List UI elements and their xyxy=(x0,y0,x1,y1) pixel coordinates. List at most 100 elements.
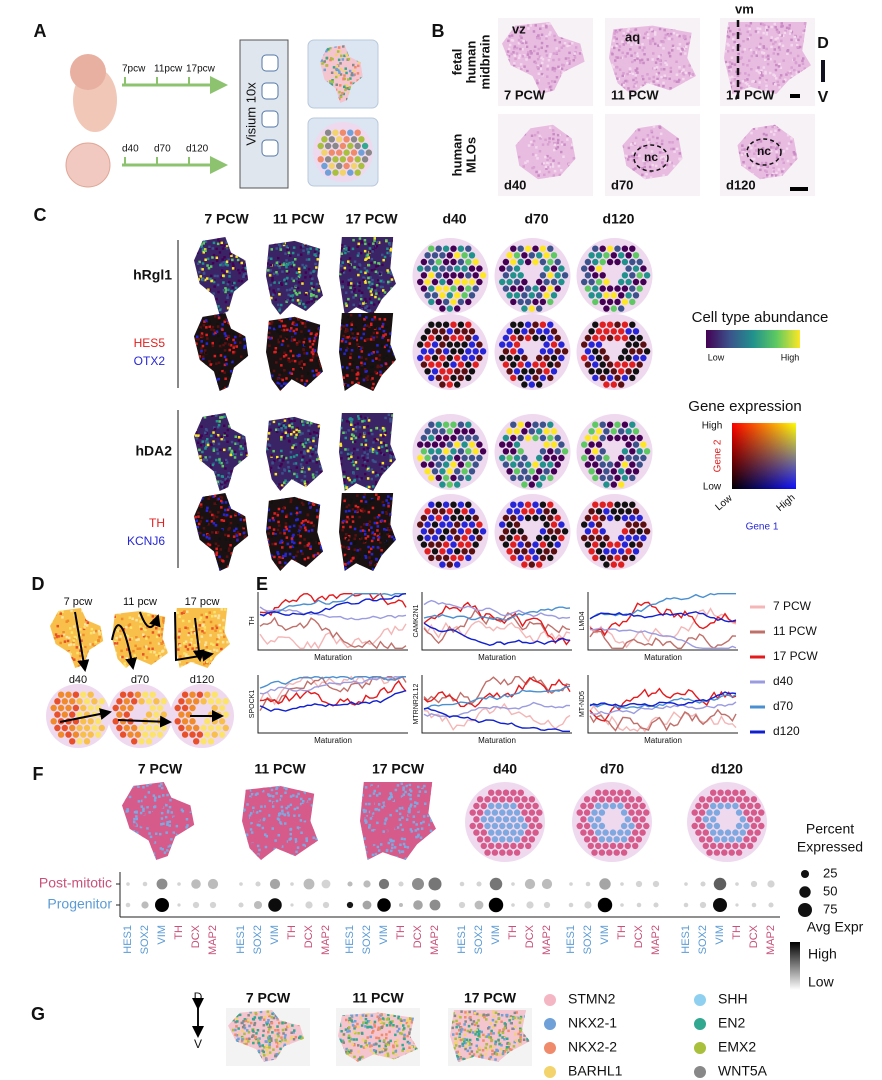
speck xyxy=(215,486,219,489)
spot xyxy=(457,258,465,266)
speck xyxy=(217,442,221,446)
speck xyxy=(336,50,340,53)
speck xyxy=(284,431,288,434)
speck xyxy=(367,281,371,284)
speck xyxy=(772,146,775,149)
speck xyxy=(352,296,355,299)
speck xyxy=(213,313,217,316)
speck xyxy=(209,470,212,474)
spot xyxy=(513,368,521,375)
speck xyxy=(793,68,796,72)
speck xyxy=(350,423,353,426)
speck xyxy=(213,502,216,505)
tissue xyxy=(266,240,323,315)
spot xyxy=(431,265,439,272)
speck xyxy=(764,161,768,165)
speck xyxy=(778,62,781,66)
speck xyxy=(267,390,271,391)
speck xyxy=(370,352,374,355)
speck xyxy=(560,67,564,70)
speck xyxy=(200,332,204,335)
speck xyxy=(317,417,320,420)
speck xyxy=(213,354,217,358)
speck xyxy=(776,30,779,33)
speck xyxy=(226,296,229,299)
speck xyxy=(393,337,396,341)
speck xyxy=(363,249,367,253)
speck xyxy=(198,355,202,358)
speck xyxy=(346,490,349,491)
speck xyxy=(241,366,244,369)
spot xyxy=(439,441,446,448)
spot xyxy=(424,328,431,335)
speck xyxy=(337,74,340,77)
speck xyxy=(209,552,213,555)
speck xyxy=(268,344,271,347)
speck xyxy=(280,343,284,346)
speck xyxy=(226,498,230,502)
speck xyxy=(646,159,649,163)
speck xyxy=(555,51,559,55)
speck xyxy=(213,555,216,558)
speck xyxy=(529,50,532,53)
speck xyxy=(200,359,203,362)
spot xyxy=(510,298,517,306)
speck xyxy=(322,338,323,341)
speck xyxy=(348,345,351,348)
speck xyxy=(553,69,556,73)
speck xyxy=(350,437,353,440)
speck xyxy=(216,386,219,390)
speck xyxy=(775,153,779,157)
spot xyxy=(428,361,435,368)
speck xyxy=(322,451,323,454)
speck xyxy=(367,264,371,267)
speck xyxy=(228,275,231,278)
speck xyxy=(304,293,307,296)
speck xyxy=(314,334,318,337)
speck xyxy=(296,354,299,358)
speck xyxy=(242,460,246,464)
speck xyxy=(305,379,309,383)
speck xyxy=(668,141,671,144)
speck xyxy=(618,45,622,48)
speck xyxy=(525,45,529,48)
speck xyxy=(305,312,309,315)
speck xyxy=(289,297,292,300)
speck xyxy=(322,326,323,329)
spot xyxy=(599,374,606,382)
speck xyxy=(370,446,373,450)
speck xyxy=(237,468,241,471)
row-label: human xyxy=(463,41,478,84)
speck xyxy=(323,60,326,63)
speck xyxy=(195,486,198,490)
speck xyxy=(374,460,377,464)
speck xyxy=(244,356,248,359)
speck xyxy=(314,314,317,317)
speck xyxy=(289,294,293,298)
speck xyxy=(205,326,208,329)
speck xyxy=(200,291,203,294)
speck xyxy=(223,448,226,452)
speck xyxy=(311,242,314,246)
speck xyxy=(374,265,378,268)
speck xyxy=(320,570,323,571)
spot xyxy=(610,368,617,375)
spot xyxy=(468,328,476,335)
speck xyxy=(740,86,743,90)
speck xyxy=(292,368,295,371)
speck xyxy=(380,390,384,391)
speck xyxy=(295,277,298,280)
spot xyxy=(439,354,446,362)
speck xyxy=(305,301,308,304)
speck xyxy=(218,555,221,558)
speck xyxy=(368,490,371,491)
speck xyxy=(285,270,289,273)
speck xyxy=(243,294,247,298)
speck xyxy=(236,560,240,563)
speck xyxy=(673,150,676,153)
speck xyxy=(231,360,234,364)
speck xyxy=(321,439,323,443)
speck xyxy=(729,29,732,33)
speck xyxy=(307,314,310,317)
speck xyxy=(283,529,286,532)
